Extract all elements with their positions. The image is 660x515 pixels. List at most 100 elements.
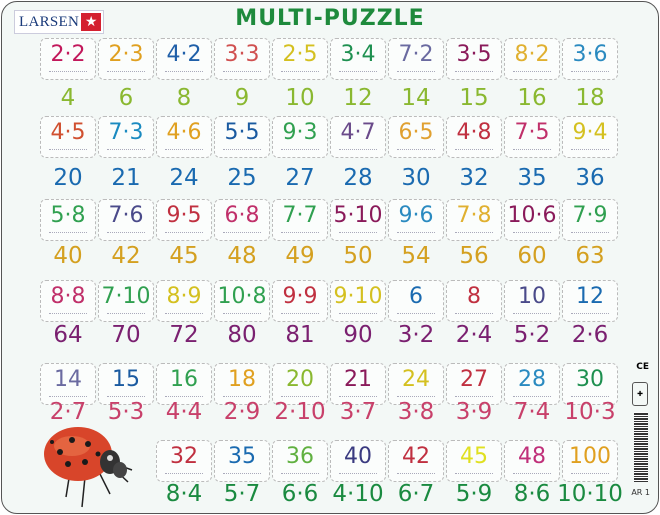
piece-label: 16 xyxy=(170,367,198,392)
puzzle-piece[interactable] xyxy=(272,38,328,80)
piece-label: 20 xyxy=(286,367,314,392)
board-label: 48 xyxy=(227,243,257,269)
brand-name: LARSEN xyxy=(19,13,80,30)
piece-label: 30 xyxy=(576,367,604,392)
board-label: 56 xyxy=(459,243,489,269)
piece-underline xyxy=(513,232,551,233)
piece-underline xyxy=(455,313,493,314)
puzzle-piece[interactable] xyxy=(446,280,502,322)
board-label: 45 xyxy=(169,243,199,269)
puzzle-piece[interactable] xyxy=(562,440,618,482)
puzzle-piece[interactable] xyxy=(156,440,212,482)
puzzle-piece[interactable] xyxy=(272,116,328,158)
puzzle-piece[interactable] xyxy=(388,440,444,482)
piece-label: 28 xyxy=(518,367,546,392)
star-icon: ★ xyxy=(81,13,102,31)
puzzle-piece[interactable] xyxy=(214,363,270,405)
board-label: 25 xyxy=(227,165,257,191)
puzzle-piece[interactable] xyxy=(156,363,212,405)
piece-underline xyxy=(165,313,203,314)
board-label: 10 xyxy=(285,85,315,111)
puzzle-piece[interactable] xyxy=(562,363,618,405)
puzzle-piece[interactable] xyxy=(40,280,96,322)
puzzle-piece[interactable] xyxy=(504,363,560,405)
puzzle-piece[interactable] xyxy=(40,199,96,241)
puzzle-piece[interactable] xyxy=(504,440,560,482)
puzzle-piece[interactable] xyxy=(504,38,560,80)
puzzle-piece[interactable] xyxy=(388,363,444,405)
puzzle-piece[interactable] xyxy=(40,363,96,405)
board-label: 4·10 xyxy=(332,481,384,507)
puzzle-piece[interactable] xyxy=(156,38,212,80)
piece-label: 4·8 xyxy=(456,120,492,145)
puzzle-piece[interactable] xyxy=(98,280,154,322)
puzzle-piece[interactable] xyxy=(272,280,328,322)
puzzle-piece[interactable] xyxy=(446,363,502,405)
puzzle-piece[interactable] xyxy=(156,116,212,158)
puzzle-piece[interactable] xyxy=(98,116,154,158)
piece-underline xyxy=(223,396,261,397)
puzzle-piece[interactable] xyxy=(214,440,270,482)
board-label: 35 xyxy=(517,165,547,191)
piece-underline xyxy=(455,232,493,233)
puzzle-piece[interactable] xyxy=(330,199,386,241)
puzzle-piece[interactable] xyxy=(40,38,96,80)
puzzle-piece[interactable] xyxy=(214,199,270,241)
piece-label: 5·10 xyxy=(333,203,383,228)
board-label: 50 xyxy=(343,243,373,269)
piece-underline xyxy=(455,473,493,474)
puzzle-piece[interactable] xyxy=(98,199,154,241)
board-label: 54 xyxy=(401,243,431,269)
piece-underline xyxy=(513,313,551,314)
board-label: 40 xyxy=(53,243,83,269)
piece-underline xyxy=(397,313,435,314)
puzzle-piece[interactable] xyxy=(156,199,212,241)
board-label: 6·7 xyxy=(397,481,435,507)
puzzle-piece[interactable] xyxy=(214,280,270,322)
puzzle-piece[interactable] xyxy=(272,363,328,405)
puzzle-piece[interactable] xyxy=(562,38,618,80)
puzzle-piece[interactable] xyxy=(156,280,212,322)
puzzle-piece[interactable] xyxy=(504,116,560,158)
product-code: AR 1 xyxy=(631,488,650,497)
puzzle-piece[interactable] xyxy=(504,280,560,322)
puzzle-piece[interactable] xyxy=(330,38,386,80)
puzzle-piece[interactable] xyxy=(562,280,618,322)
barcode xyxy=(634,412,648,482)
board-label: 2·9 xyxy=(223,399,261,425)
puzzle-piece[interactable] xyxy=(98,38,154,80)
puzzle-piece[interactable] xyxy=(446,199,502,241)
board-label: 3·2 xyxy=(397,322,435,348)
piece-label: 7·2 xyxy=(398,42,434,67)
puzzle-piece[interactable] xyxy=(330,440,386,482)
puzzle-piece[interactable] xyxy=(40,116,96,158)
piece-underline xyxy=(455,71,493,72)
puzzle-piece[interactable] xyxy=(504,199,560,241)
puzzle-piece[interactable] xyxy=(98,363,154,405)
puzzle-piece[interactable] xyxy=(272,440,328,482)
puzzle-piece[interactable] xyxy=(330,280,386,322)
puzzle-piece[interactable] xyxy=(330,116,386,158)
piece-label: 6·5 xyxy=(398,120,434,145)
puzzle-piece[interactable] xyxy=(214,38,270,80)
puzzle-piece[interactable] xyxy=(446,116,502,158)
board-label: 2·7 xyxy=(49,399,87,425)
board-label: 16 xyxy=(517,85,547,111)
puzzle-piece[interactable] xyxy=(214,116,270,158)
puzzle-piece[interactable] xyxy=(446,38,502,80)
puzzle-piece[interactable] xyxy=(388,280,444,322)
puzzle-piece[interactable] xyxy=(388,116,444,158)
puzzle-piece[interactable] xyxy=(446,440,502,482)
piece-label: 14 xyxy=(54,367,82,392)
puzzle-piece[interactable] xyxy=(562,116,618,158)
puzzle-piece[interactable] xyxy=(272,199,328,241)
puzzle-piece[interactable] xyxy=(330,363,386,405)
puzzle-piece[interactable] xyxy=(388,199,444,241)
puzzle-piece[interactable] xyxy=(388,38,444,80)
ce-mark: CE xyxy=(636,362,649,372)
board-label: 24 xyxy=(169,165,199,191)
piece-underline xyxy=(281,71,319,72)
piece-label: 8·9 xyxy=(166,284,202,309)
puzzle-piece[interactable] xyxy=(562,199,618,241)
piece-underline xyxy=(571,313,609,314)
